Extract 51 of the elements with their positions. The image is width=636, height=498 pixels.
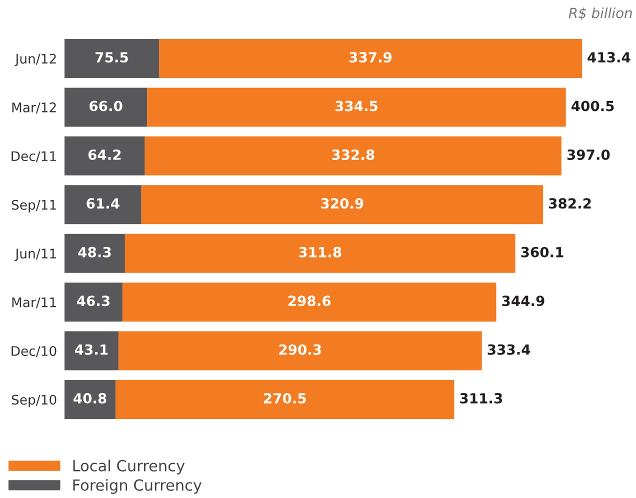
data-label: 311.8 [299, 246, 342, 258]
total-label: 311.3 [460, 393, 502, 404]
legend-label: Foreign Currency [73, 479, 202, 494]
total-label: 382.2 [549, 198, 591, 209]
data-label: 320.9 [321, 198, 364, 209]
data-label: 46.3 [76, 296, 110, 306]
y-tick-label: Sep/11 [12, 200, 56, 212]
y-tick-label: Jun/11 [14, 248, 56, 262]
bar [122, 282, 496, 322]
y-tick-label: Jun/12 [14, 54, 56, 66]
bar [159, 39, 582, 78]
total-label: 413.4 [588, 52, 630, 63]
bar [64, 282, 122, 322]
y-tick-label: Dec/11 [12, 151, 56, 162]
data-label: 337.9 [349, 52, 392, 63]
data-label: 334.5 [335, 100, 378, 112]
total-label: 360.1 [521, 246, 564, 258]
bar [64, 136, 145, 176]
data-label: 270.5 [264, 393, 306, 404]
data-label: 43.1 [74, 344, 108, 355]
bar [64, 185, 142, 224]
data-label: 61.4 [86, 198, 120, 209]
total-label: 344.9 [502, 296, 544, 306]
y-tick-label: Dec/10 [12, 346, 56, 358]
bar [124, 234, 516, 273]
bar [64, 39, 160, 78]
text: R$ billion [568, 7, 632, 20]
data-label: 64.2 [88, 149, 121, 160]
y-tick-label: Sep/10 [12, 394, 56, 408]
total-label: 400.5 [571, 100, 614, 112]
bar [64, 88, 148, 127]
bar [118, 331, 482, 370]
bar [144, 136, 562, 176]
bar [64, 234, 125, 273]
data-label: 298.6 [288, 296, 331, 306]
data-label: 66.0 [90, 100, 122, 112]
y-tick-label: Mar/12 [12, 102, 56, 114]
data-label: 75.5 [96, 52, 128, 63]
data-label: 290.3 [279, 344, 322, 355]
data-label: 48.3 [78, 246, 111, 258]
total-label: 397.0 [567, 149, 610, 160]
bar [64, 331, 118, 370]
bar [147, 88, 566, 127]
legend-label: Local Currency [73, 460, 185, 474]
data-label: 332.8 [332, 149, 374, 160]
bar [116, 380, 454, 419]
data-label: 40.8 [74, 393, 106, 404]
y-tick-label: Mar/11 [12, 297, 56, 308]
bar [141, 185, 544, 224]
total-label: 333.4 [488, 344, 530, 355]
bar [64, 380, 116, 419]
